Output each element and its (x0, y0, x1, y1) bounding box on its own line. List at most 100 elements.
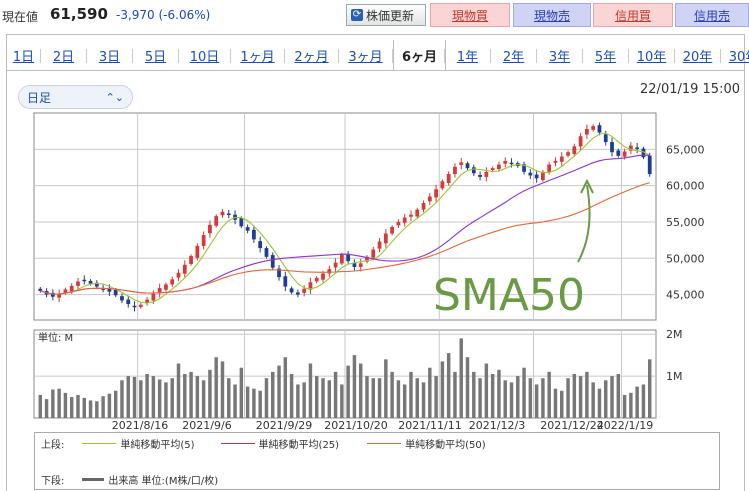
tab-13[interactable]: 10年 (636, 49, 667, 65)
volume-bar (553, 388, 558, 418)
candle-body (572, 146, 577, 154)
tab-6[interactable]: 2ヶ月 (294, 49, 329, 65)
tab-10[interactable]: 2年 (502, 49, 525, 65)
refresh-icon: ⟳ (351, 9, 363, 21)
legend-sma5-label: 単純移動平均(5) (120, 440, 195, 451)
candle-body (415, 209, 420, 217)
tab-separator (230, 49, 231, 63)
tab-14[interactable]: 20年 (682, 49, 713, 65)
tab-15[interactable]: 30年 (728, 49, 749, 65)
volume-bar (157, 379, 162, 418)
interval-select[interactable]: 日足 ⌃⌄ (18, 85, 133, 109)
candle-body (522, 164, 526, 172)
candle-body (226, 213, 231, 216)
volume-bar (635, 386, 639, 418)
margin-buy-button[interactable]: 信用買 (593, 3, 673, 27)
tab-2[interactable]: 3日 (98, 49, 121, 65)
candle-body (38, 288, 43, 291)
volume-bar (258, 390, 262, 418)
candle-body (245, 227, 250, 231)
volume-bar (176, 363, 181, 418)
candle-body (182, 264, 187, 274)
volume-bar (629, 392, 633, 418)
tab-4[interactable]: 10日 (189, 49, 220, 65)
volume-bar (484, 363, 489, 418)
candle-body (383, 233, 388, 244)
tab-0[interactable]: 1日 (12, 49, 35, 65)
volume-bar (126, 376, 130, 418)
candle-body (107, 288, 112, 292)
candle-body (88, 280, 93, 284)
candle-body (409, 214, 413, 217)
volume-bar (214, 357, 218, 418)
candle-body (465, 163, 470, 169)
sma50-line (40, 182, 650, 295)
volume-bar (497, 369, 501, 418)
volume-bar (227, 378, 231, 418)
candle-body (528, 172, 533, 176)
volume-bar (88, 400, 93, 418)
tab-separator (338, 49, 339, 63)
candle-body (610, 142, 614, 153)
volume-bar (641, 384, 646, 418)
candle-body (440, 181, 445, 189)
volume-bar (384, 359, 388, 418)
volume-bar (201, 380, 206, 418)
x-tick-label: 2021/12/3 (469, 419, 525, 432)
volume-bar (145, 374, 149, 418)
tab-7[interactable]: 3ヶ月 (348, 49, 383, 65)
volume-bar (51, 389, 55, 418)
cash-buy-button[interactable]: 現物買 (430, 3, 510, 27)
volume-bar (409, 371, 413, 418)
select-arrows-icon: ⌃⌄ (105, 90, 124, 104)
annotation-arrow-head (580, 178, 594, 194)
volume-bar (541, 378, 545, 418)
volume-bar (264, 378, 269, 418)
candle-body (126, 299, 131, 305)
volume-bar (120, 380, 124, 418)
tab-5[interactable]: 1ヶ月 (240, 49, 275, 65)
tab-3[interactable]: 5日 (144, 49, 167, 65)
tab-separator (490, 49, 491, 63)
candle-body (396, 221, 401, 226)
volume-bar (327, 380, 332, 418)
candle-body (214, 216, 219, 226)
chart-timestamp: 22/01/19 15:00 (640, 82, 740, 97)
tab-1[interactable]: 2日 (52, 49, 75, 65)
candle-body (490, 168, 495, 171)
volume-bar (289, 374, 294, 418)
candle-body (647, 155, 652, 175)
tab-separator (720, 49, 721, 63)
candle-body (641, 148, 646, 158)
candle-body (69, 285, 74, 292)
price-tick-label: 50,000 (666, 252, 705, 265)
tab-separator (40, 49, 41, 63)
update-price-button[interactable]: ⟳ 株価更新 (346, 4, 426, 26)
candle-body (157, 288, 162, 293)
candle-body (314, 277, 319, 282)
tab-11[interactable]: 3年 (548, 49, 571, 65)
candle-body (427, 196, 432, 202)
candle-body (270, 255, 275, 268)
cash-sell-button[interactable]: 現物売 (513, 3, 591, 27)
x-tick-label: 2021/10/20 (324, 419, 387, 432)
tab-9[interactable]: 1年 (456, 49, 479, 65)
volume-bar (597, 388, 602, 418)
volume-bar (490, 374, 495, 418)
price-tick-label: 65,000 (666, 143, 705, 156)
candle-body (120, 296, 124, 301)
candle-body (421, 203, 426, 210)
candle-body (57, 293, 62, 298)
candle-body (164, 284, 168, 290)
quote-header: 現在値 61,590 -3,970 (-6.06%) ⟳ 株価更新 現物買 現物… (0, 0, 749, 32)
tab-8[interactable]: 6ヶ月 (393, 40, 446, 70)
tab-12[interactable]: 5年 (594, 49, 617, 65)
volume-bar (358, 363, 363, 418)
candle-body (94, 282, 99, 287)
candle-body (371, 249, 376, 258)
candle-body (289, 288, 294, 293)
legend-sma5-swatch (82, 443, 117, 444)
candle-body (509, 162, 514, 165)
margin-sell-button[interactable]: 信用売 (675, 3, 749, 27)
candle-body (50, 292, 55, 297)
